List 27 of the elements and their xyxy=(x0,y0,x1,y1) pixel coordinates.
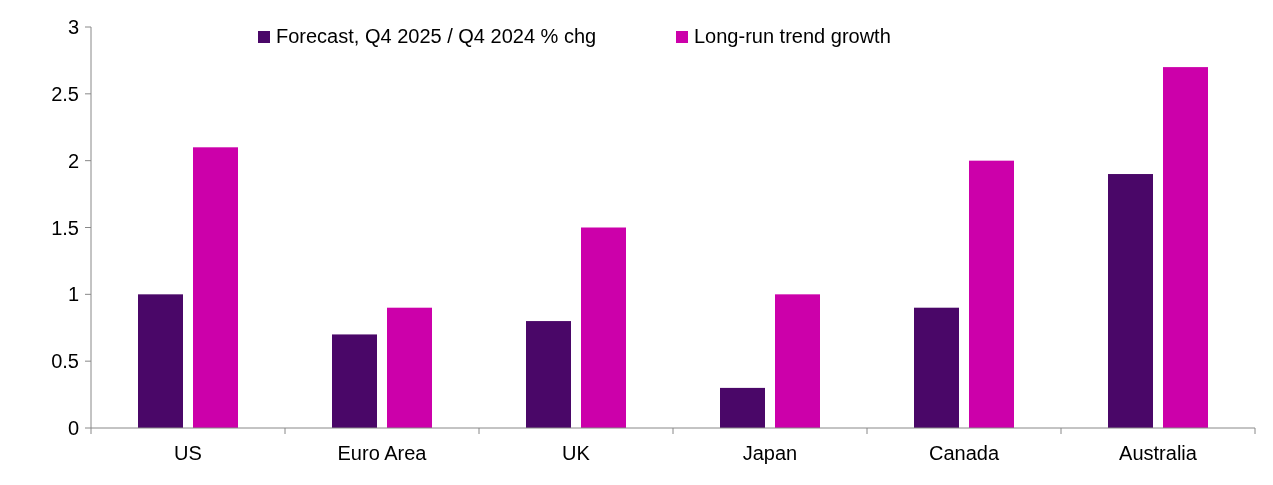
y-tick-label: 0 xyxy=(67,417,79,439)
y-tick-label: 1.5 xyxy=(51,216,79,239)
x-tick-label: Japan xyxy=(742,442,798,464)
y-tick-label: 2 xyxy=(67,149,79,172)
bar xyxy=(969,160,1014,428)
bar xyxy=(526,321,571,428)
y-tick-label: 0.5 xyxy=(51,350,79,373)
legend-label: Forecast, Q4 2025 / Q4 2024 % chg xyxy=(276,25,597,47)
x-tick-label: Euro Area xyxy=(337,442,428,464)
x-tick-label: Australia xyxy=(1119,442,1198,464)
bar xyxy=(1163,67,1208,428)
x-tick-label: US xyxy=(174,442,202,464)
bar xyxy=(387,307,432,428)
bar xyxy=(581,227,626,428)
x-tick-label: Canada xyxy=(928,442,1000,464)
bar xyxy=(193,147,238,428)
y-tick-label: 1 xyxy=(67,283,79,306)
bar xyxy=(1108,174,1153,428)
bar xyxy=(914,307,959,428)
legend-label: Long-run trend growth xyxy=(694,25,891,47)
bar xyxy=(138,294,183,428)
bar xyxy=(720,387,765,428)
bar xyxy=(332,334,377,428)
bar xyxy=(775,294,820,428)
y-tick-label: 2.5 xyxy=(51,82,79,105)
y-tick-label: 3 xyxy=(67,16,79,38)
x-tick-label: UK xyxy=(562,442,591,464)
